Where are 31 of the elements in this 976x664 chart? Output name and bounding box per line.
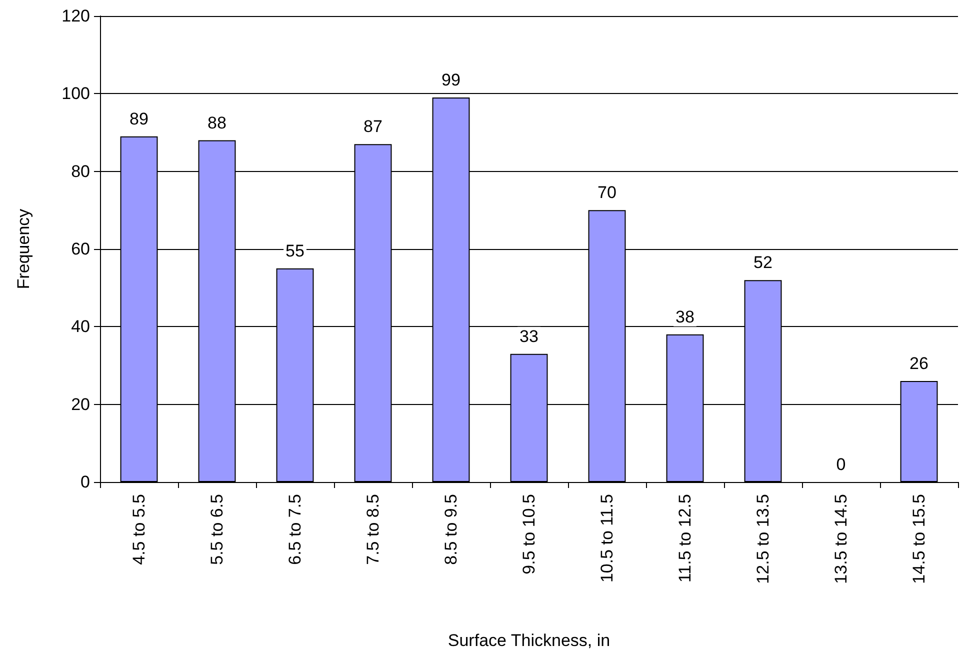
y-tick-label: 60 [71,240,90,258]
y-tick-label: 100 [62,84,90,104]
data-label: 52 [754,253,772,272]
y-tick-label: 0 [80,472,90,492]
data-label: 33 [520,326,538,346]
y-tick-label: 120 [62,6,90,26]
y-tick-label: 80 [71,162,90,181]
y-tick-label: 40 [71,317,90,336]
y-axis-title: Frequency [14,208,33,290]
x-tick-label: 13.5 to 14.5 [832,494,850,584]
data-label: 55 [286,241,304,260]
data-label: 38 [676,307,694,326]
data-label: 89 [130,109,148,128]
data-label: 99 [442,70,460,90]
x-tick-label: 10.5 to 11.5 [598,494,616,583]
x-tick-label: 7.5 to 8.5 [364,494,382,565]
x-tick-label: 6.5 to 7.5 [286,494,304,565]
data-label: 88 [208,113,226,132]
x-tick-label: 12.5 to 13.5 [754,494,772,584]
x-tick-label: 9.5 to 10.5 [520,494,538,574]
y-tick-label: 20 [71,394,90,414]
data-label: 26 [910,354,928,374]
x-tick-label: 11.5 to 12.5 [676,494,694,583]
x-tick-label: 14.5 to 15.5 [910,494,928,584]
x-tick-label: 8.5 to 9.5 [442,494,460,565]
x-axis-title: Surface Thickness, in [448,631,610,650]
data-label: 87 [364,117,382,136]
data-label: 70 [598,183,616,202]
data-label: 0 [836,455,846,474]
x-tick-label: 4.5 to 5.5 [130,494,148,565]
x-tick-label: 5.5 to 6.5 [208,494,226,565]
